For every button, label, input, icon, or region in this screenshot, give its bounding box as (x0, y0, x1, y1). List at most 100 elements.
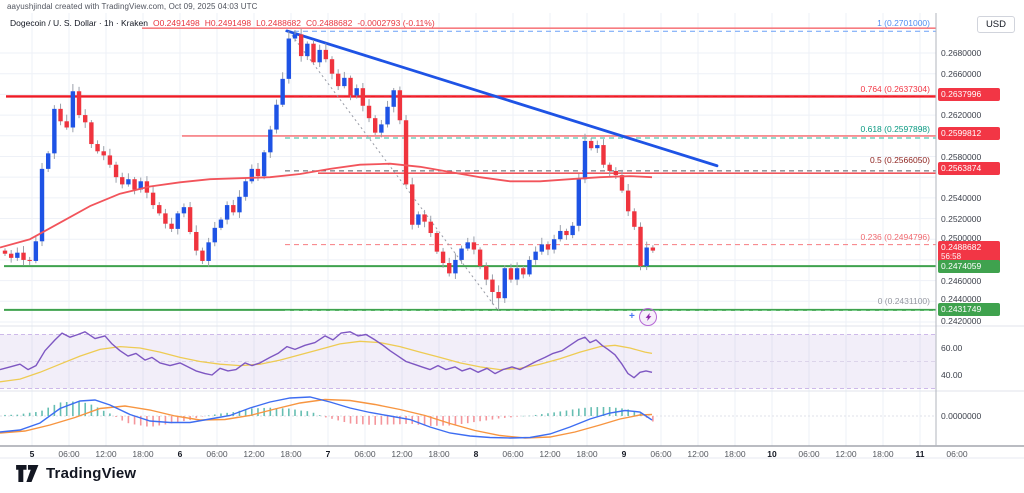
candle-down (564, 230, 569, 236)
price-line-tag: 0.2563874 (938, 162, 1000, 175)
candle-down (638, 226, 643, 267)
candle-up (52, 108, 57, 154)
tradingview-logo-text[interactable]: TradingView (46, 464, 137, 482)
macd-hist-bar (491, 416, 494, 420)
macd-hist-bar (201, 416, 204, 417)
legend-open-value: 0.2491498 (159, 18, 200, 28)
time-axis-label: 12:00 (243, 449, 265, 459)
legend-low-value: 0.2488682 (260, 18, 302, 28)
candle-down (650, 247, 656, 251)
time-axis-label: 12:00 (835, 449, 857, 459)
macd-hist-bar (621, 408, 623, 416)
candle-down (607, 164, 612, 171)
macd-hist-bar (238, 410, 241, 416)
macd-hist-bar (133, 416, 136, 425)
macd-hist-bar (627, 409, 629, 416)
time-axis-label: 18:00 (280, 449, 302, 459)
candle-down (95, 144, 100, 152)
time-axis-label: 06:00 (946, 449, 968, 459)
candle-down (194, 231, 199, 251)
currency-toggle[interactable]: USD (976, 16, 1015, 33)
macd-hist-bar (244, 409, 247, 416)
candle-down (163, 213, 168, 224)
macd-hist-bar (578, 408, 580, 416)
macd-hist-bar (213, 414, 216, 416)
macd-hist-bar (251, 408, 253, 416)
macd-hist-bar (534, 414, 537, 416)
price-axis-label: 0.2580000 (941, 152, 982, 162)
downtrend-line (285, 29, 719, 168)
fib-baseline (288, 30, 499, 311)
macd-hist-bar (571, 409, 574, 416)
rsi-line (0, 331, 653, 379)
macd-hist-bar (584, 407, 586, 416)
candle-down (231, 205, 236, 213)
macd-hist-bar (454, 416, 457, 425)
candle-down (625, 190, 631, 212)
time-axis-day-label: 8 (473, 449, 479, 459)
candle-up (533, 251, 538, 260)
candle-down (200, 250, 205, 261)
candle-up (576, 179, 582, 226)
macd-hist-bar (602, 407, 605, 416)
candle-down (508, 268, 514, 280)
candle-down (348, 77, 353, 96)
macd-hist-bar (547, 413, 549, 416)
candle-up (280, 78, 285, 105)
candle-down (619, 175, 625, 191)
candle-up (459, 248, 464, 260)
last-price-tag: 0.2488682 56:58 (938, 241, 1000, 263)
macd-hist-bar (392, 416, 395, 425)
macd-hist-bar (84, 402, 87, 416)
fib-level-label: 1 (0.2701000) (877, 18, 930, 28)
macd-hist-bar (170, 416, 173, 424)
candle-down (588, 140, 594, 149)
candle-up (644, 247, 649, 267)
macd-hist-bar (47, 407, 49, 416)
grid-layer (0, 13, 936, 446)
candle-up (218, 219, 224, 228)
time-axis-label: 06:00 (650, 449, 672, 459)
candle-up (465, 242, 470, 249)
candle-down (132, 179, 137, 190)
price-axis-label: 0.2420000 (941, 316, 982, 326)
candle-up (261, 152, 267, 177)
macd-hist-bar (540, 414, 543, 416)
macd-line (0, 396, 653, 439)
price-line-tag: 0.2474059 (938, 260, 1000, 273)
macd-hist-bar (374, 416, 376, 425)
candle-down (107, 155, 113, 165)
macd-hist-bar (294, 409, 296, 416)
macd-hist-bar (466, 416, 469, 424)
time-axis-day-label: 5 (29, 449, 35, 459)
macd-hist-bar (176, 416, 179, 423)
countdown-timer: 56:58 (941, 252, 962, 261)
candle-down (187, 207, 193, 232)
idea-marker[interactable]: + (629, 308, 663, 328)
candle-down (471, 242, 477, 250)
candle-down (8, 253, 14, 258)
candle-up (243, 181, 248, 197)
candle-up (126, 179, 131, 185)
candle-down (2, 250, 8, 254)
time-axis-label: 18:00 (132, 449, 154, 459)
tradingview-logo-icon[interactable] (16, 464, 39, 483)
candle-down (601, 145, 606, 165)
candle-up (268, 129, 273, 153)
macd-hist-bar (4, 414, 6, 416)
candle-up (249, 168, 254, 182)
candle-down (373, 118, 378, 133)
rsi-axis-label: 60.00 (941, 343, 963, 353)
macd-hist-bar (96, 407, 99, 416)
macd-hist-bar (652, 416, 654, 422)
candle-up (570, 225, 575, 236)
candle-up (286, 38, 292, 79)
candle-up (138, 181, 143, 190)
time-axis-label: 12:00 (391, 449, 413, 459)
candle-up (385, 106, 390, 125)
macd-hist-bar (158, 416, 161, 426)
time-axis-label: 12:00 (95, 449, 117, 459)
candle-down (335, 73, 341, 87)
macd-hist-bar (127, 416, 130, 424)
